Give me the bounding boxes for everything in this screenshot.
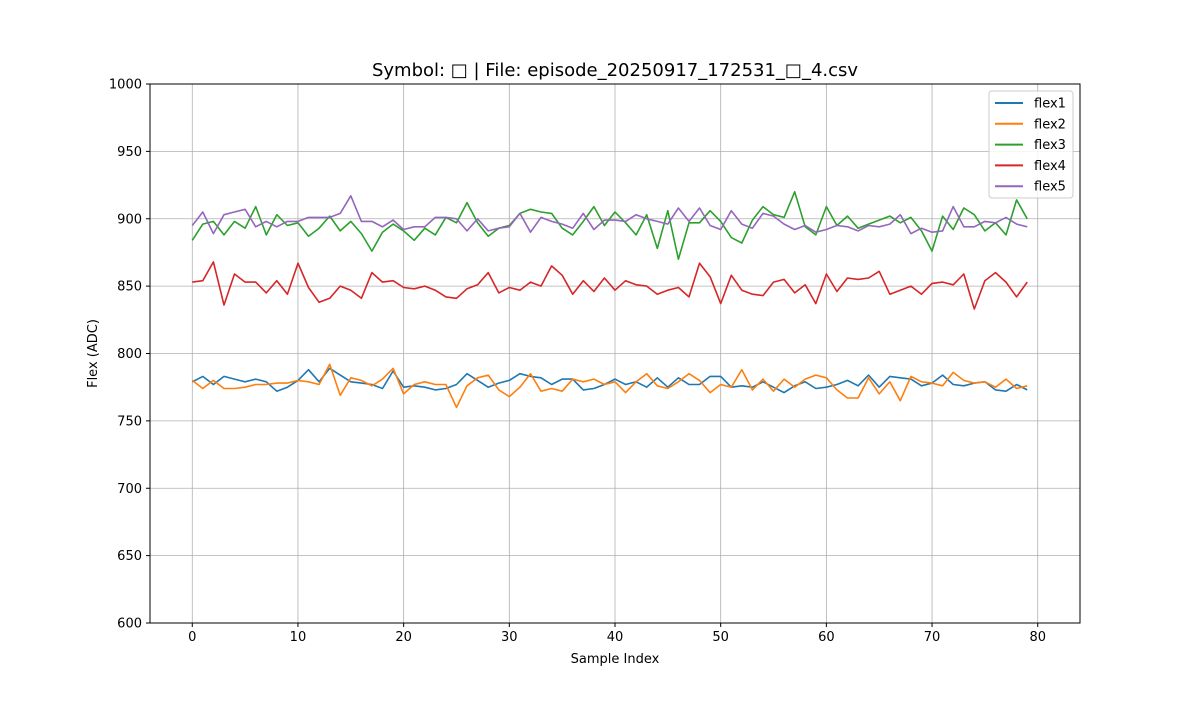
legend-label-flex1: flex1: [1034, 97, 1066, 112]
legend-label-flex2: flex2: [1034, 117, 1066, 132]
y-tick-label: 800: [117, 347, 142, 362]
x-tick-label: 10: [290, 630, 307, 645]
legend: flex1 flex2 flex3 flex4 flex5: [988, 90, 1074, 199]
x-tick-label: 80: [1029, 630, 1046, 645]
x-tick-label: 50: [712, 630, 729, 645]
x-axis-label: Sample Index: [571, 652, 660, 667]
y-tick-label: 750: [117, 414, 142, 429]
legend-label-flex5: flex5: [1034, 180, 1066, 195]
x-tick-label: 30: [501, 630, 518, 645]
x-tick-label: 40: [607, 630, 624, 645]
series-line-flex3: [191, 191, 1028, 261]
series-line-flex4: [192, 261, 1028, 310]
series-line-flex5: [191, 195, 1028, 235]
series-lines: [191, 191, 1028, 409]
grid: [150, 83, 1080, 624]
y-tick-label: 650: [117, 549, 142, 564]
legend-label-flex3: flex3: [1034, 138, 1066, 153]
series-line-flex1: [191, 367, 1028, 394]
x-tick-label: 0: [188, 630, 196, 645]
legend-box: [988, 90, 1074, 199]
x-tick-label: 20: [395, 630, 412, 645]
legend-label-flex4: flex4: [1034, 159, 1066, 174]
y-tick-label: 950: [117, 145, 142, 160]
chart-title: Symbol: □ | File: episode_20250917_17253…: [372, 60, 858, 81]
y-tick-label: 900: [117, 212, 142, 227]
x-tick-label: 60: [818, 630, 835, 645]
series-line-flex2: [191, 363, 1028, 409]
y-axis-label: Flex (ADC): [86, 319, 101, 388]
y-tick-label: 600: [117, 617, 142, 632]
y-tick-label: 850: [117, 280, 142, 295]
y-axis-ticks: 600 650 700 750 800 850 900 950 1000: [109, 78, 150, 632]
x-tick-label: 70: [924, 630, 941, 645]
y-tick-label: 1000: [109, 78, 142, 93]
y-tick-label: 700: [117, 482, 142, 497]
x-axis-ticks: 0 10 20 30 40 50 60 70 80: [188, 623, 1046, 645]
